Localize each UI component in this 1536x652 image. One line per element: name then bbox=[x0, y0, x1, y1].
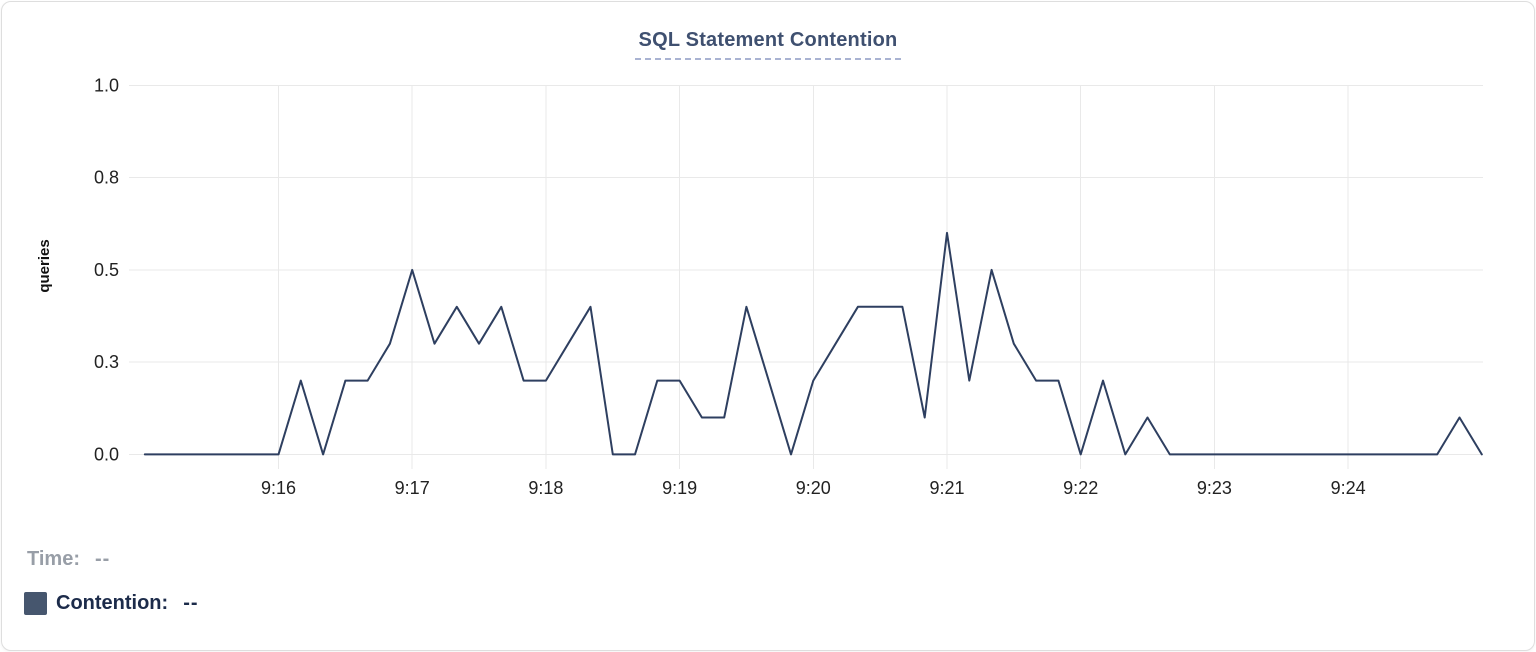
y-gridlines bbox=[129, 84, 1483, 455]
legend-time-label: Time: bbox=[27, 548, 80, 570]
legend-swatch bbox=[24, 592, 47, 615]
svg-text:9:21: 9:21 bbox=[929, 478, 964, 498]
x-gridlines bbox=[278, 85, 1349, 469]
svg-text:9:18: 9:18 bbox=[528, 478, 563, 498]
chart-header: SQL Statement Contention bbox=[2, 29, 1534, 60]
svg-text:9:24: 9:24 bbox=[1331, 478, 1366, 498]
svg-text:9:23: 9:23 bbox=[1197, 478, 1232, 498]
svg-text:9:19: 9:19 bbox=[662, 478, 697, 498]
svg-text:0.0: 0.0 bbox=[94, 444, 119, 464]
legend-time-value: -- bbox=[94, 548, 111, 570]
svg-text:0.5: 0.5 bbox=[94, 260, 119, 280]
x-tick-labels: 9:16 9:17 9:18 9:19 9:20 9:21 9:22 9:23 9:24 bbox=[261, 478, 1366, 498]
chart-title[interactable]: SQL Statement Contention bbox=[634, 29, 902, 60]
svg-text:9:17: 9:17 bbox=[395, 478, 430, 498]
svg-text:9:22: 9:22 bbox=[1063, 478, 1098, 498]
legend-time-row: Time: -- bbox=[27, 548, 110, 571]
svg-text:9:20: 9:20 bbox=[796, 478, 831, 498]
contention-series-line bbox=[143, 231, 1483, 456]
svg-text:9:16: 9:16 bbox=[261, 478, 296, 498]
legend-series-value: -- bbox=[183, 592, 199, 614]
svg-text:1.0: 1.0 bbox=[94, 75, 119, 95]
svg-text:queries: queries bbox=[36, 239, 53, 292]
y-tick-labels: 0.0 0.3 0.5 0.8 1.0 bbox=[94, 75, 119, 464]
legend-contention-row: Contention: -- bbox=[24, 592, 199, 615]
y-axis-title: queries bbox=[36, 239, 53, 292]
svg-text:0.3: 0.3 bbox=[94, 352, 119, 372]
legend-series-label: Contention: bbox=[56, 592, 169, 614]
svg-text:0.8: 0.8 bbox=[94, 168, 119, 188]
